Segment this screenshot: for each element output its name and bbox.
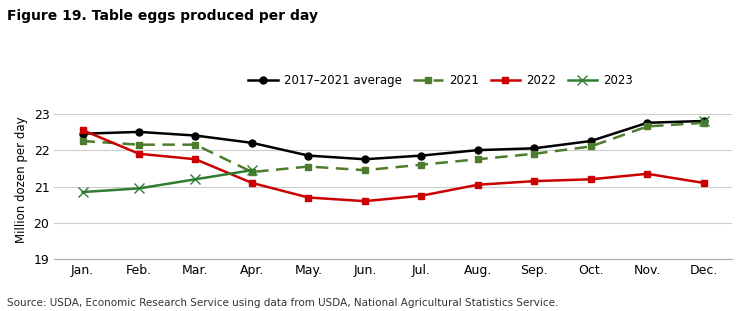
- 2022: [474, 183, 483, 187]
- 2017–2021 average: [699, 119, 708, 123]
- 2021: [699, 121, 708, 125]
- 2022: [191, 157, 200, 161]
- 2023: [134, 187, 143, 190]
- 2023: [78, 190, 87, 194]
- 2021: [530, 152, 539, 156]
- 2021: [586, 145, 595, 148]
- 2021: [643, 125, 652, 128]
- 2021: [417, 163, 426, 167]
- 2022: [643, 172, 652, 176]
- 2022: [247, 181, 256, 185]
- 2017–2021 average: [78, 132, 87, 136]
- Line: 2021: 2021: [79, 119, 707, 175]
- 2021: [474, 157, 483, 161]
- 2022: [360, 199, 369, 203]
- Line: 2023: 2023: [78, 165, 257, 197]
- 2021: [360, 168, 369, 172]
- 2017–2021 average: [134, 130, 143, 134]
- Text: Figure 19. Table eggs produced per day: Figure 19. Table eggs produced per day: [7, 9, 318, 23]
- 2017–2021 average: [643, 121, 652, 125]
- 2022: [417, 194, 426, 197]
- 2022: [304, 196, 313, 199]
- 2022: [699, 181, 708, 185]
- Y-axis label: Million dozen per day: Million dozen per day: [15, 116, 28, 243]
- 2021: [78, 139, 87, 143]
- Text: Source: USDA, Economic Research Service using data from USDA, National Agricultu: Source: USDA, Economic Research Service …: [7, 298, 559, 308]
- 2021: [134, 143, 143, 146]
- Line: 2017–2021 average: 2017–2021 average: [79, 118, 707, 163]
- 2017–2021 average: [360, 157, 369, 161]
- 2017–2021 average: [417, 154, 426, 157]
- 2022: [530, 179, 539, 183]
- 2023: [191, 177, 200, 181]
- 2017–2021 average: [247, 141, 256, 145]
- 2017–2021 average: [191, 134, 200, 137]
- Line: 2022: 2022: [79, 127, 707, 205]
- 2017–2021 average: [304, 154, 313, 157]
- 2017–2021 average: [474, 148, 483, 152]
- 2017–2021 average: [530, 146, 539, 150]
- 2023: [247, 168, 256, 172]
- 2021: [191, 143, 200, 146]
- 2021: [247, 170, 256, 174]
- 2022: [78, 128, 87, 132]
- 2022: [586, 177, 595, 181]
- 2017–2021 average: [586, 139, 595, 143]
- Legend: 2017–2021 average, 2021, 2022, 2023: 2017–2021 average, 2021, 2022, 2023: [244, 70, 637, 92]
- 2022: [134, 152, 143, 156]
- 2021: [304, 165, 313, 168]
